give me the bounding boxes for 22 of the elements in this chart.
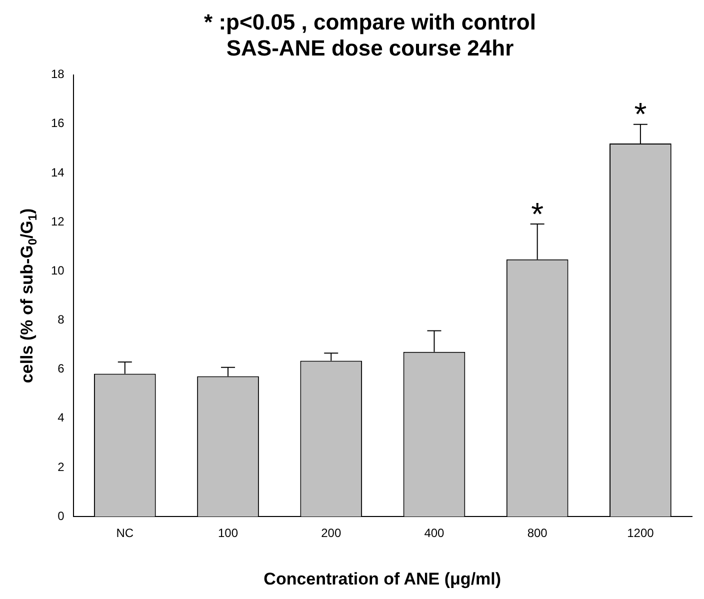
y-tick-label: 14 <box>50 165 65 180</box>
y-tick-label: 6 <box>58 362 65 376</box>
y-tick-label: 0 <box>58 508 65 523</box>
y-tick-label: 16 <box>50 116 65 130</box>
x-tick-label: 400 <box>424 526 445 540</box>
x-tick-label: 100 <box>218 526 238 540</box>
x-tick-label: 800 <box>527 526 548 540</box>
x-tick-label: NC <box>116 526 134 540</box>
annotation: * <box>634 96 647 132</box>
x-axis-title: Concentration of ANE (μg/ml) <box>264 570 502 589</box>
y-tick-label: 18 <box>50 67 65 82</box>
x-tick-label: 1200 <box>627 526 654 540</box>
y-axis-title: cells (% of sub-G0/G1) <box>18 208 40 384</box>
y-tick-label: 12 <box>50 214 65 228</box>
x-tick-label: 200 <box>321 526 342 540</box>
annotation: * <box>531 196 544 232</box>
y-tick-label: 10 <box>50 263 65 278</box>
y-tick-label: 4 <box>58 410 65 425</box>
text: * :p<0.05 , compare with control <box>204 9 536 34</box>
text: SAS-ANE dose course 24hr <box>226 36 514 61</box>
y-tick-label: 8 <box>58 312 65 327</box>
y-tick-label: 2 <box>58 460 65 474</box>
